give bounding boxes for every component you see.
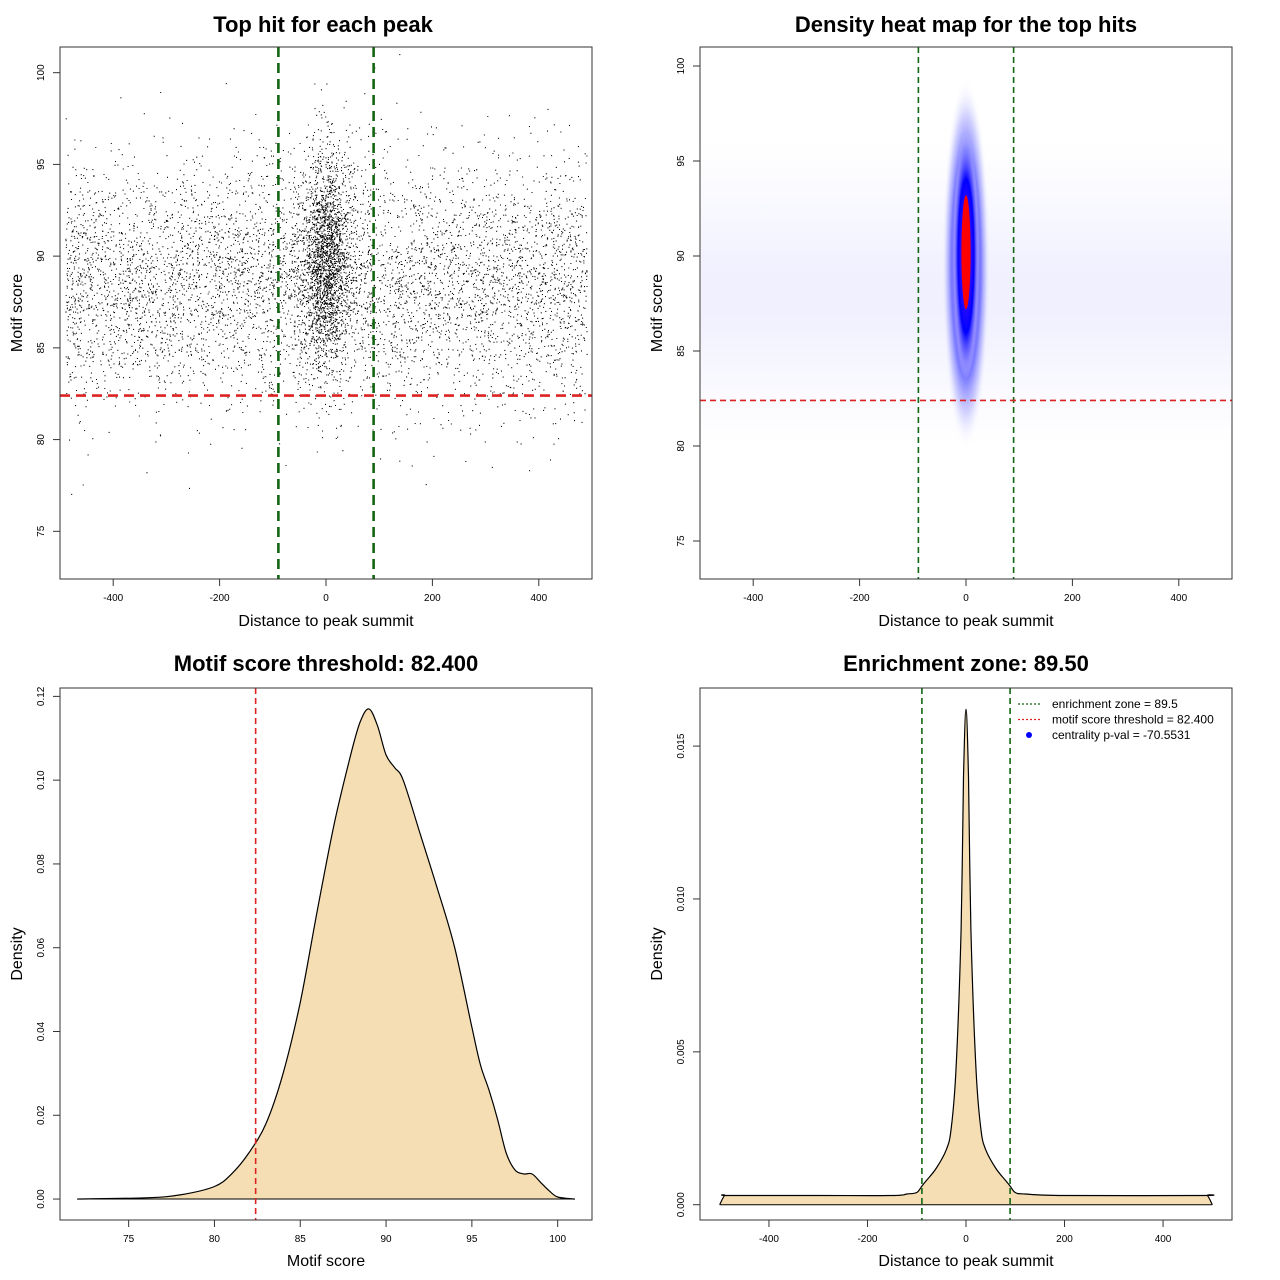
y-tick-label: 0.000 bbox=[676, 1192, 687, 1217]
panel-title: Enrichment zone: 89.50 bbox=[843, 651, 1089, 676]
x-axis-label: Distance to peak summit bbox=[238, 613, 414, 630]
plot-frame bbox=[59, 46, 593, 580]
distance-density-panel: Enrichment zone: 89.50 -400 -200 0 200 400 0… bbox=[649, 651, 1233, 1270]
y-axis-ticks: 0.000 0.005 0.010 0.015 bbox=[676, 733, 700, 1217]
x-tick-label: 90 bbox=[381, 1234, 393, 1245]
density-area bbox=[719, 709, 1215, 1205]
x-axis-ticks: -400 -200 0 200 400 bbox=[743, 579, 1188, 604]
y-tick-label: 80 bbox=[676, 440, 687, 452]
x-tick-label: -200 bbox=[210, 593, 230, 604]
plot-frame bbox=[59, 687, 593, 1221]
y-tick-label: 0.04 bbox=[36, 1021, 47, 1041]
x-tick-label: 200 bbox=[1064, 593, 1081, 604]
plot-frame bbox=[699, 687, 1233, 1221]
scatter-point bbox=[65, 54, 588, 495]
density-marks bbox=[719, 688, 1215, 1220]
y-tick-label: 0.015 bbox=[676, 733, 687, 758]
x-tick-label: 85 bbox=[295, 1234, 307, 1245]
x-tick-label: 100 bbox=[549, 1234, 566, 1245]
y-tick-label: 0.08 bbox=[36, 854, 47, 874]
x-axis-ticks: -400 -200 0 200 400 bbox=[759, 1220, 1172, 1245]
y-tick-label: 100 bbox=[676, 57, 687, 74]
y-tick-label: 0.10 bbox=[36, 770, 47, 790]
x-tick-label: 0 bbox=[963, 1234, 969, 1245]
x-tick-label: -200 bbox=[850, 593, 870, 604]
x-tick-label: 95 bbox=[466, 1234, 478, 1245]
legend-label: centrality p-val = -70.5531 bbox=[1052, 728, 1191, 742]
x-axis-ticks: 75 80 85 90 95 100 bbox=[123, 1220, 566, 1245]
x-tick-label: -400 bbox=[759, 1234, 779, 1245]
heatmap-marks bbox=[700, 47, 1232, 579]
scatter-panel: Top hit for each peak -400 -200 0 200 400 75… bbox=[9, 12, 593, 630]
heatmap-panel: Density heat map for the top hits -400 -2… bbox=[649, 12, 1233, 630]
y-axis-label: Motif score bbox=[9, 274, 26, 352]
y-axis-label: Motif score bbox=[649, 274, 666, 352]
score-density-panel: Motif score threshold: 82.400 75 80 85 90 95… bbox=[9, 651, 593, 1270]
x-tick-label: 75 bbox=[123, 1234, 135, 1245]
x-tick-label: 0 bbox=[963, 593, 969, 604]
x-tick-label: -400 bbox=[743, 593, 763, 604]
x-tick-label: 0 bbox=[323, 593, 329, 604]
density-marks bbox=[77, 688, 575, 1220]
scatter-points bbox=[65, 54, 588, 495]
x-tick-label: 400 bbox=[1170, 593, 1187, 604]
y-axis-label: Density bbox=[649, 927, 666, 980]
legend-dot bbox=[1026, 732, 1032, 738]
x-axis-label: Distance to peak summit bbox=[878, 613, 1054, 630]
y-tick-label: 95 bbox=[36, 158, 47, 170]
y-tick-label: 90 bbox=[676, 250, 687, 262]
x-tick-label: 400 bbox=[1155, 1234, 1172, 1245]
legend: enrichment zone = 89.5 motif score thresh… bbox=[1018, 697, 1214, 742]
density-curve bbox=[77, 708, 575, 1200]
y-tick-label: 85 bbox=[36, 342, 47, 354]
density-area bbox=[77, 708, 575, 1200]
x-tick-label: 80 bbox=[209, 1234, 221, 1245]
y-tick-label: 0.00 bbox=[36, 1189, 47, 1209]
y-tick-label: 90 bbox=[36, 250, 47, 262]
y-tick-label: 0.12 bbox=[36, 686, 47, 706]
y-axis-ticks: 0.00 0.02 0.04 0.06 0.08 0.10 0.12 bbox=[36, 686, 60, 1209]
density-curve bbox=[719, 708, 1215, 1205]
x-tick-label: 200 bbox=[1056, 1234, 1073, 1245]
panel-title: Density heat map for the top hits bbox=[795, 12, 1137, 37]
scatter-marks bbox=[60, 47, 592, 579]
y-tick-label: 85 bbox=[676, 345, 687, 357]
x-tick-label: -200 bbox=[857, 1234, 877, 1245]
y-axis-label: Density bbox=[9, 927, 26, 980]
plot-frame bbox=[699, 46, 1233, 580]
legend-label: motif score threshold = 82.400 bbox=[1052, 713, 1214, 727]
x-axis-ticks: -400 -200 0 200 400 bbox=[103, 579, 548, 604]
y-tick-label: 0.005 bbox=[676, 1039, 687, 1064]
y-tick-label: 80 bbox=[36, 434, 47, 446]
y-tick-label: 100 bbox=[36, 64, 47, 81]
x-axis-label: Motif score bbox=[287, 1253, 365, 1270]
y-tick-label: 75 bbox=[676, 535, 687, 547]
x-axis-label: Distance to peak summit bbox=[878, 1253, 1054, 1270]
x-tick-label: -400 bbox=[103, 593, 123, 604]
panel-title: Top hit for each peak bbox=[213, 12, 433, 37]
y-tick-label: 75 bbox=[36, 525, 47, 537]
y-axis-ticks: 75 80 85 90 95 100 bbox=[676, 57, 700, 547]
legend-label: enrichment zone = 89.5 bbox=[1052, 697, 1178, 711]
y-tick-label: 0.010 bbox=[676, 886, 687, 911]
y-axis-ticks: 75 80 85 90 95 100 bbox=[36, 64, 60, 537]
y-tick-label: 0.06 bbox=[36, 938, 47, 958]
density-peak bbox=[961, 195, 971, 310]
y-tick-label: 95 bbox=[676, 155, 687, 167]
x-tick-label: 200 bbox=[424, 593, 441, 604]
x-tick-label: 400 bbox=[530, 593, 547, 604]
panel-title: Motif score threshold: 82.400 bbox=[174, 651, 478, 676]
y-tick-label: 0.02 bbox=[36, 1105, 47, 1125]
